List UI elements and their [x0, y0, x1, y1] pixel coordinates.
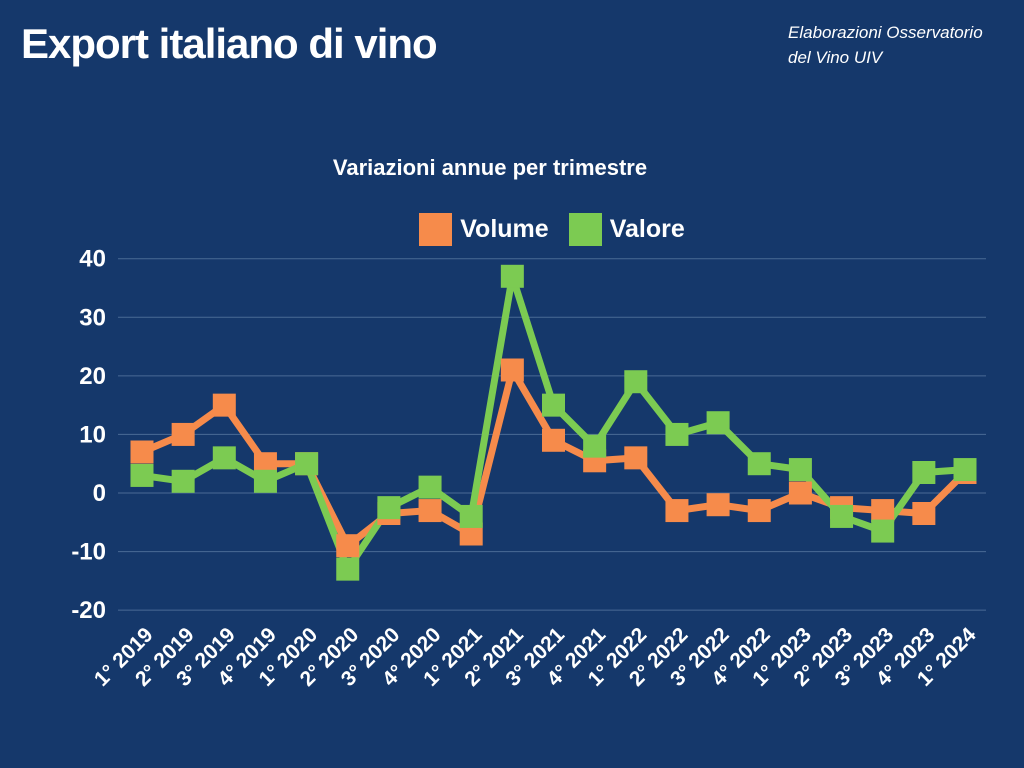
valore-marker: [747, 452, 771, 476]
volume-marker: [212, 393, 236, 417]
volume-marker: [665, 499, 689, 523]
valore-marker: [500, 264, 524, 288]
y-tick-label: 0: [93, 480, 106, 507]
valore-marker: [624, 370, 648, 394]
valore-marker: [665, 422, 689, 446]
y-tick-label: 20: [79, 363, 106, 390]
volume-marker: [624, 446, 648, 470]
valore-marker: [377, 496, 401, 520]
valore-marker: [130, 463, 154, 487]
legend-item-volume: Volume: [419, 213, 549, 246]
attribution-line-1: Elaborazioni Osservatorio: [788, 23, 983, 42]
volume-marker: [706, 493, 730, 517]
volume-marker: [459, 522, 483, 546]
legend-label-valore: Valore: [609, 215, 685, 243]
attribution-line-2: del Vino UIV: [788, 48, 883, 67]
valore-marker: [830, 504, 854, 528]
valore-marker: [295, 452, 319, 476]
valore-marker: [253, 469, 277, 493]
attribution: Elaborazioni Osservatorio del Vino UIV: [788, 20, 983, 70]
legend-item-valore: Valore: [568, 213, 685, 246]
valore-marker: [171, 469, 195, 493]
volume-marker: [542, 428, 565, 452]
volume-marker: [747, 499, 771, 523]
chart-subtitle: Variazioni annue per trimestre: [332, 155, 648, 180]
valore-marker: [212, 446, 236, 470]
valore-marker: [912, 461, 936, 485]
valore-marker: [336, 557, 360, 581]
y-tick-label: 10: [79, 421, 106, 448]
volume-marker: [130, 440, 154, 464]
volume-marker: [500, 358, 524, 382]
volume-marker: [171, 422, 195, 446]
y-tick-label: 30: [79, 304, 106, 331]
volume-marker: [788, 481, 812, 505]
y-tick-label: -20: [71, 597, 106, 624]
valore-marker: [953, 458, 977, 482]
volume-marker: [912, 501, 936, 525]
chart-legend: Volume Valore: [118, 213, 986, 246]
valore-marker: [788, 458, 812, 482]
volume-swatch: [419, 213, 453, 246]
y-tick-label: -10: [71, 539, 106, 566]
volume-marker: [253, 452, 277, 476]
valore-marker: [542, 393, 565, 417]
page-title: Export italiano di vino: [21, 20, 438, 67]
legend-label-volume: Volume: [460, 215, 549, 243]
valore-marker: [706, 411, 730, 435]
valore-marker: [418, 475, 442, 499]
valore-marker: [871, 519, 895, 543]
volume-marker: [336, 534, 360, 558]
y-tick-label: 40: [79, 246, 106, 273]
valore-marker: [583, 434, 607, 458]
volume-marker: [871, 499, 895, 523]
volume-marker: [418, 499, 442, 523]
valore-swatch: [568, 213, 602, 246]
valore-marker: [459, 504, 483, 528]
